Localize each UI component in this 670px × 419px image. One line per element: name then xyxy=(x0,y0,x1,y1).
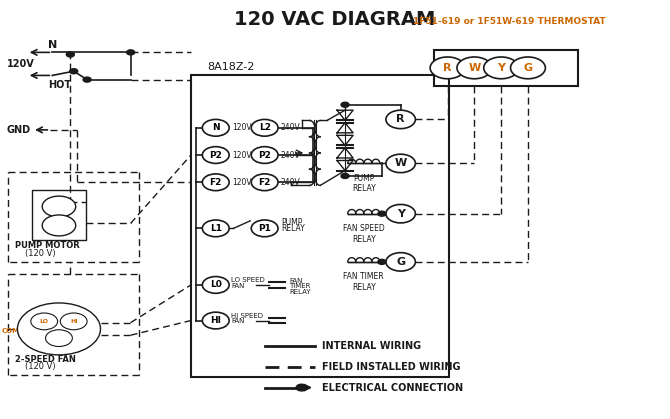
Circle shape xyxy=(31,313,58,330)
Circle shape xyxy=(202,174,229,191)
Text: 8A18Z-2: 8A18Z-2 xyxy=(208,62,255,72)
Circle shape xyxy=(378,211,386,216)
Text: (120 V): (120 V) xyxy=(25,362,56,371)
Text: FAN SPEED
RELAY: FAN SPEED RELAY xyxy=(343,224,385,243)
Circle shape xyxy=(511,57,545,79)
Text: ELECTRICAL CONNECTION: ELECTRICAL CONNECTION xyxy=(322,383,463,393)
Circle shape xyxy=(66,52,74,57)
Text: 240V: 240V xyxy=(281,123,300,132)
Text: G: G xyxy=(523,63,533,73)
Circle shape xyxy=(386,204,415,223)
Text: P2: P2 xyxy=(209,150,222,160)
Text: FAN: FAN xyxy=(231,318,245,324)
Text: HI: HI xyxy=(210,316,221,325)
Circle shape xyxy=(202,147,229,163)
Text: RELAY: RELAY xyxy=(281,224,305,233)
Circle shape xyxy=(251,174,278,191)
Circle shape xyxy=(251,119,278,136)
Circle shape xyxy=(484,57,519,79)
Circle shape xyxy=(70,69,78,74)
Text: G: G xyxy=(396,257,405,267)
Bar xyxy=(191,75,449,377)
Text: COM: COM xyxy=(2,328,20,334)
Text: Y: Y xyxy=(397,209,405,219)
Circle shape xyxy=(386,253,415,271)
Text: 1F51-619 or 1F51W-619 THERMOSTAT: 1F51-619 or 1F51W-619 THERMOSTAT xyxy=(413,17,606,26)
Circle shape xyxy=(42,196,76,217)
Text: HOT: HOT xyxy=(48,80,72,91)
Circle shape xyxy=(341,102,349,107)
Circle shape xyxy=(202,312,229,329)
Text: L2: L2 xyxy=(259,123,271,132)
Text: P1: P1 xyxy=(258,224,271,233)
Text: P2: P2 xyxy=(258,150,271,160)
Text: 2-SPEED FAN: 2-SPEED FAN xyxy=(15,354,76,364)
Bar xyxy=(434,50,578,86)
Circle shape xyxy=(457,57,492,79)
Text: TIMER: TIMER xyxy=(289,283,311,289)
Text: PUMP MOTOR: PUMP MOTOR xyxy=(15,241,80,251)
Text: N: N xyxy=(48,40,58,50)
Circle shape xyxy=(430,57,465,79)
Circle shape xyxy=(202,119,229,136)
Bar xyxy=(32,190,86,240)
Text: (120 V): (120 V) xyxy=(25,249,56,258)
Circle shape xyxy=(127,50,135,55)
Text: HI SPEED: HI SPEED xyxy=(231,313,263,318)
Text: F2: F2 xyxy=(210,178,222,187)
Text: F2: F2 xyxy=(259,178,271,187)
Text: FAN TIMER
RELAY: FAN TIMER RELAY xyxy=(344,272,384,292)
Circle shape xyxy=(60,313,87,330)
Text: R: R xyxy=(444,63,452,73)
Circle shape xyxy=(17,303,100,355)
Text: PUMP: PUMP xyxy=(281,217,303,227)
Text: 120V: 120V xyxy=(232,123,251,132)
Circle shape xyxy=(386,110,415,129)
Text: FAN: FAN xyxy=(231,283,245,289)
Circle shape xyxy=(42,215,76,236)
Circle shape xyxy=(341,173,349,178)
Text: 120 VAC DIAGRAM: 120 VAC DIAGRAM xyxy=(234,10,436,29)
Circle shape xyxy=(378,259,386,264)
Circle shape xyxy=(83,77,91,82)
Text: L1: L1 xyxy=(210,224,222,233)
Text: 120V: 120V xyxy=(232,178,251,187)
Circle shape xyxy=(202,277,229,293)
Text: W: W xyxy=(468,63,480,73)
Text: 120V: 120V xyxy=(232,150,251,160)
Circle shape xyxy=(386,154,415,173)
Text: W: W xyxy=(395,158,407,168)
Text: HI: HI xyxy=(70,319,78,324)
Text: 240V: 240V xyxy=(281,150,300,160)
Text: Y: Y xyxy=(497,63,505,73)
Text: 120V: 120V xyxy=(7,59,34,69)
Text: N: N xyxy=(212,123,220,132)
Text: R: R xyxy=(397,114,405,124)
Text: FIELD INSTALLED WIRING: FIELD INSTALLED WIRING xyxy=(322,362,460,372)
Circle shape xyxy=(202,220,229,237)
Text: GND: GND xyxy=(7,125,31,135)
Text: FAN: FAN xyxy=(289,278,303,284)
Text: INTERNAL WIRING: INTERNAL WIRING xyxy=(322,341,421,351)
Text: LO SPEED: LO SPEED xyxy=(231,277,265,283)
Text: L0: L0 xyxy=(210,280,222,290)
Text: LO: LO xyxy=(40,319,49,324)
Circle shape xyxy=(251,147,278,163)
Circle shape xyxy=(251,220,278,237)
Circle shape xyxy=(46,330,72,347)
Text: 240V: 240V xyxy=(281,178,300,187)
Text: PUMP
RELAY: PUMP RELAY xyxy=(352,174,376,193)
Text: RELAY: RELAY xyxy=(289,289,311,295)
Circle shape xyxy=(296,384,307,391)
